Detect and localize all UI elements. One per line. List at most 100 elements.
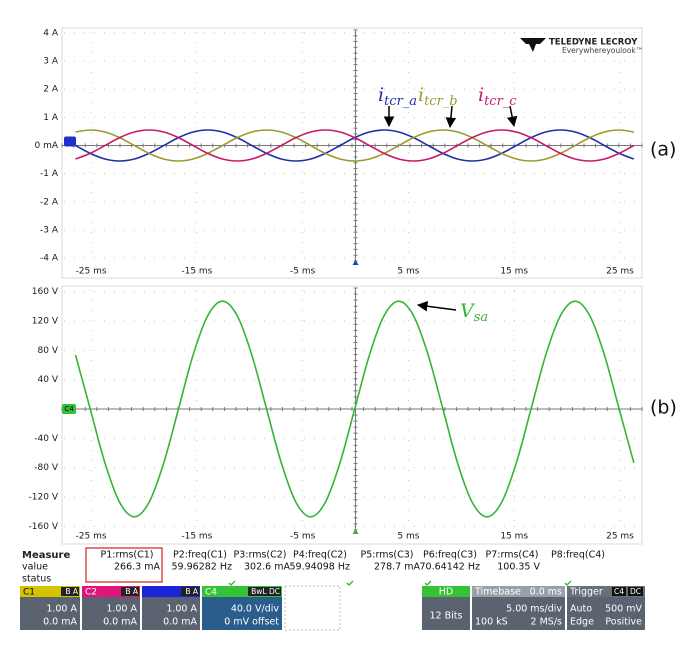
channel-header xyxy=(82,586,140,597)
y-tick-label: -4 A xyxy=(40,254,59,264)
hd-mode: HD xyxy=(439,587,453,598)
badge-bg xyxy=(121,587,139,596)
channel-header xyxy=(142,586,200,597)
channel-header xyxy=(20,586,80,597)
channel-offset: 0.0 mA xyxy=(43,617,77,628)
timebase-rate: 2 MS/s xyxy=(531,617,562,628)
timebase-div: 5.00 ms/div xyxy=(506,604,562,615)
measure-value: 59.94098 Hz xyxy=(290,562,350,573)
channel-offset: 0.0 mA xyxy=(103,617,137,628)
y-tick-label: -160 V xyxy=(29,522,59,532)
channel-badge: B A xyxy=(185,587,199,596)
series-label: itcr_a xyxy=(378,84,417,109)
trigger-coupling: DC xyxy=(630,587,641,596)
panel-b xyxy=(61,285,643,545)
timebase-header xyxy=(472,586,565,597)
channel-badge: BwL DC xyxy=(251,587,280,596)
channel-badge: B A xyxy=(125,587,139,596)
timebase-body xyxy=(472,597,565,630)
panel-label: (b) xyxy=(650,397,677,419)
series-label: itcr_c xyxy=(478,84,517,109)
y-tick-label: 120 V xyxy=(32,317,59,327)
channel-body xyxy=(142,597,200,630)
channel-name: C1 xyxy=(23,588,35,598)
channel-body xyxy=(82,597,140,630)
measure-value: 59.96282 Hz xyxy=(172,562,232,573)
x-tick-label: 5 ms xyxy=(397,267,419,277)
y-tick-label: 160 V xyxy=(32,287,59,297)
plots: 4 A 3 A 2 A 1 A 0 mA -1 A -2 A -3 A -4 A -25 ms -1… xyxy=(29,28,677,541)
label-base: i xyxy=(478,84,484,106)
label-base: i xyxy=(418,84,424,106)
status-checks xyxy=(228,580,572,586)
channel-tag-bg xyxy=(62,404,76,414)
y-tick-label: 1 A xyxy=(43,113,59,123)
label-sub: tcr_a xyxy=(384,94,417,109)
panel-label: (a) xyxy=(650,139,676,161)
channel-badge: B A xyxy=(65,587,79,596)
label-base: V xyxy=(460,300,476,322)
row-label: value xyxy=(22,562,48,573)
measure-name: P4:freq(C2) xyxy=(293,550,347,561)
channel-offset: 0.0 mA xyxy=(163,617,197,628)
brand-logo: TELEDYNE LECROY Everywhereyoulook™ xyxy=(520,38,643,55)
y-tick-label: -80 V xyxy=(34,463,59,473)
badge-bg xyxy=(612,587,626,596)
trigger-type: Edge xyxy=(570,617,594,628)
y-tick-label: 40 V xyxy=(38,375,59,385)
hd-body xyxy=(422,597,470,630)
trigger-marker xyxy=(352,260,359,265)
channel-scale: 1.00 A xyxy=(166,604,197,615)
x-tick-label: 25 ms xyxy=(606,267,634,277)
brand-name: TELEDYNE LECROY xyxy=(549,38,638,48)
y-tick-label: 80 V xyxy=(38,346,59,356)
x-tick-label: -15 ms xyxy=(181,532,212,542)
channel-scale: 40.0 V/div xyxy=(231,604,280,615)
y-tick-label: -2 A xyxy=(40,197,59,207)
y-tick-label: 4 A xyxy=(43,28,59,38)
channel-header xyxy=(202,586,282,597)
series-label: Vsa xyxy=(460,300,488,325)
brand-tagline: Everywhereyoulook™ xyxy=(562,46,643,55)
trigger-body xyxy=(567,597,645,630)
x-tick-label: -25 ms xyxy=(76,267,107,277)
series-line xyxy=(75,129,635,162)
series-label: itcr_b xyxy=(418,84,458,109)
x-tick-label: 15 ms xyxy=(500,267,528,277)
measure-name: P7:rms(C4) xyxy=(485,550,538,561)
row-label: status xyxy=(22,574,51,585)
channel-scale: 1.00 A xyxy=(106,604,137,615)
y-tick-label: -40 V xyxy=(34,434,59,444)
trigger-level: 500 mV xyxy=(605,604,642,615)
badge-bg xyxy=(61,587,79,596)
badge-bg xyxy=(181,587,199,596)
channel-offset: 0 mV offset xyxy=(224,617,279,628)
channel-body xyxy=(202,597,282,630)
highlight-box xyxy=(85,547,163,583)
label-sub: tcr_b xyxy=(424,94,458,109)
measure-name: P3:rms(C2) xyxy=(233,550,286,561)
measure-name: P6:freq(C3) xyxy=(423,550,477,561)
measure-name: P2:freq(C1) xyxy=(173,550,227,561)
series-line xyxy=(75,129,634,162)
hd-header xyxy=(422,586,470,597)
x-tick-label: -25 ms xyxy=(76,532,107,542)
x-tick-label: 25 ms xyxy=(606,532,634,542)
channel-name: C2 xyxy=(85,588,97,598)
y-tick-label: 0 mA xyxy=(34,141,58,151)
label-sub: tcr_c xyxy=(484,94,517,109)
trigger-slope: Positive xyxy=(605,617,642,628)
trigger-mode: Auto xyxy=(570,604,592,615)
label-sub: sa xyxy=(474,310,488,325)
channel-tag: C4 xyxy=(64,405,74,413)
timebase-delay: 0.0 ms xyxy=(530,587,562,598)
measure-value: 100.35 V xyxy=(497,562,540,573)
timebase-samples: 100 kS xyxy=(475,617,508,628)
trigger-title: Trigger xyxy=(569,587,603,598)
timebase-title: Timebase xyxy=(474,587,521,598)
x-tick-label: 15 ms xyxy=(500,532,528,542)
y-tick-label: 3 A xyxy=(43,56,59,66)
measure-name: P5:rms(C3) xyxy=(360,550,413,561)
channel-marker xyxy=(64,136,76,147)
